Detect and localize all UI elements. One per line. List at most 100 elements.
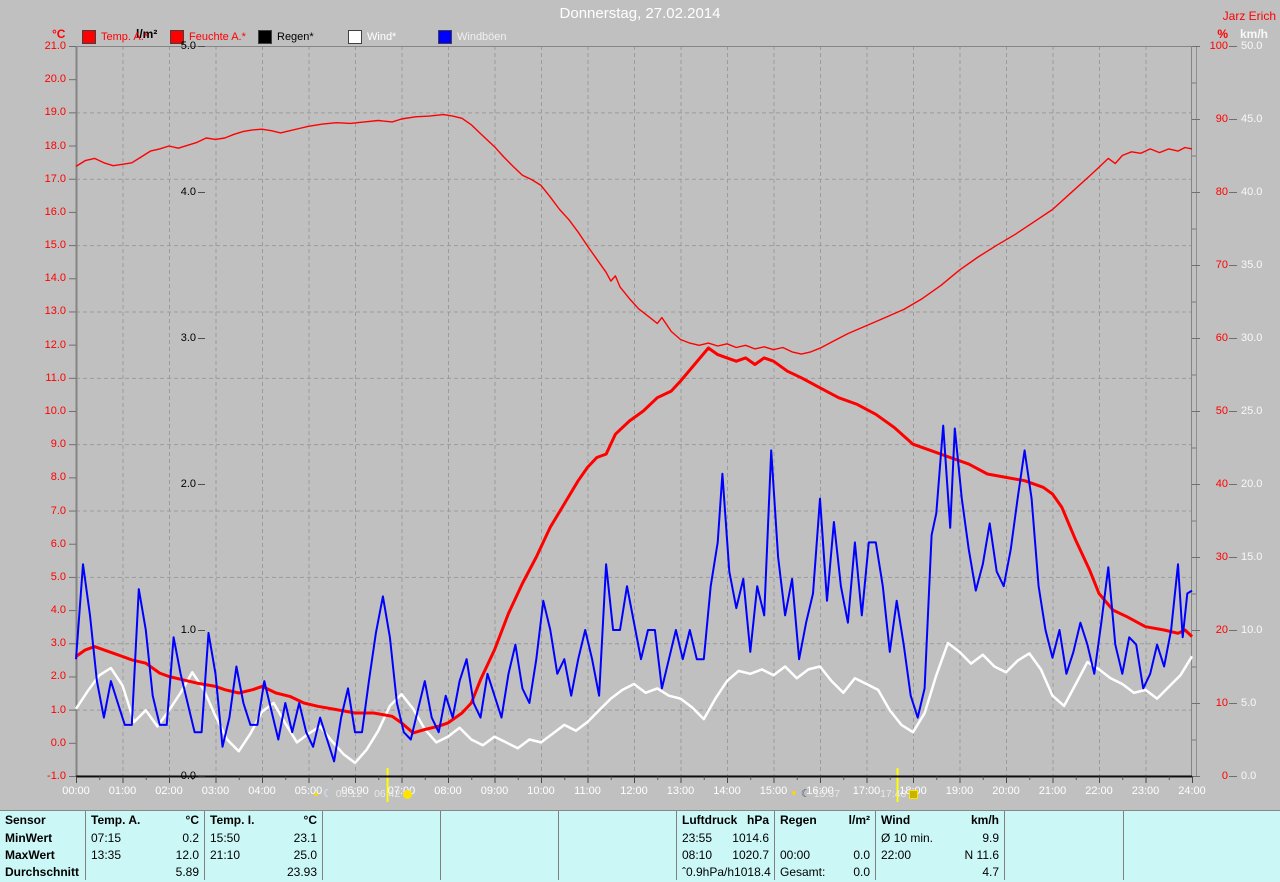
- table-cell: [441, 863, 559, 880]
- legend-item-4: Wind*: [348, 30, 396, 44]
- table-cell-text: Gesamt:: [780, 864, 826, 879]
- table-cell: [1005, 863, 1124, 880]
- table-cell: [1124, 811, 1280, 829]
- page-title: Donnerstag, 27.02.2014: [559, 5, 721, 22]
- table-cell: [775, 829, 876, 846]
- table-cell-value: 25.0: [293, 847, 317, 862]
- series-feuchte-a-: [75, 113, 1193, 355]
- table-cell: Ø 10 min. 9.9: [876, 829, 1005, 846]
- table-cell: [1005, 829, 1124, 846]
- legend-label: Temp. A.*: [101, 31, 149, 43]
- table-cell: [323, 829, 441, 846]
- table-cell-text: Temp. I.: [210, 813, 255, 827]
- table-cell-value: 9.9: [982, 830, 999, 845]
- moonrise-time: 05:12: [335, 788, 363, 800]
- table-cell-value: 4.7: [982, 864, 999, 879]
- table-cell-text: Wind: [881, 813, 911, 827]
- table-cell-value: 1020.7: [732, 847, 769, 862]
- table-cell: [323, 811, 441, 829]
- table-cell: 15:50 23.1: [205, 829, 323, 846]
- table-cell: [559, 829, 677, 846]
- table-cell: 13:35 12.0: [86, 846, 205, 863]
- sensor-summary-table: Sensor MinWert MaxWert Durchschnitt Temp. A.…: [0, 810, 1280, 882]
- legend-item-5: Windböen: [438, 30, 507, 44]
- table-cell: 08:10 1020.7: [677, 846, 775, 863]
- table-row-label: MinWert: [0, 829, 86, 846]
- legend: Temp. A.* Feuchte A.* Regen* Wind* Windböen: [0, 30, 1280, 46]
- table-cell: [1005, 846, 1124, 863]
- table-cell: [441, 811, 559, 829]
- table-cell: [1124, 846, 1280, 863]
- sunset-sun-icon: [909, 789, 919, 799]
- table-cell: Wind km/h: [876, 811, 1005, 829]
- legend-label: Feuchte A.*: [189, 31, 246, 43]
- table-cell: [441, 829, 559, 846]
- table-row-label: Sensor: [0, 811, 86, 829]
- table-cell-value: 0.2: [182, 830, 199, 845]
- table-cell-value: 0.0: [853, 847, 870, 862]
- table-cell: [1124, 829, 1280, 846]
- table-cell-text: MaxWert: [5, 847, 55, 862]
- table-cell-value: hPa: [746, 813, 769, 827]
- table-cell-text: 00:00: [780, 847, 811, 862]
- table-cell-text: MinWert: [5, 830, 53, 845]
- table-cell: [1124, 863, 1280, 880]
- table-cell: ˆ0.9hPa/h 1018.4: [677, 863, 775, 880]
- table-cell-text: Temp. A.: [91, 813, 141, 827]
- moonrise-arrow-icon: ▲: [312, 789, 320, 798]
- table-cell-value: l/m²: [848, 813, 870, 827]
- table-cell: [559, 863, 677, 880]
- table-cell-value: 12.0: [175, 847, 199, 862]
- table-cell-value: 23.93: [286, 864, 317, 879]
- table-row-label: MaxWert: [0, 846, 86, 863]
- table-cell-text: 22:00: [881, 847, 912, 862]
- table-cell-value: 5.89: [175, 864, 199, 879]
- table-cell: [559, 846, 677, 863]
- table-cell-text: Ø 10 min.: [881, 830, 934, 845]
- table-cell-value: 1014.6: [732, 830, 769, 845]
- legend-swatch-icon: [170, 30, 184, 44]
- moonrise-icon: ☾: [322, 788, 333, 800]
- table-cell: Gesamt: 0.0: [775, 863, 876, 880]
- legend-swatch-icon: [438, 30, 452, 44]
- table-cell: 21:10 25.0: [205, 846, 323, 863]
- table-cell-text: 08:10: [682, 847, 713, 862]
- table-cell-value: km/h: [970, 813, 999, 827]
- legend-label: Windböen: [457, 31, 507, 43]
- wind-axis-unit: km/h: [1240, 27, 1269, 41]
- legend-item-2: Feuchte A.*: [170, 30, 246, 44]
- table-cell-value: °C: [185, 813, 199, 827]
- table-cell-text: 23:55: [682, 830, 713, 845]
- table-cell-value: N 11.6: [964, 847, 999, 862]
- table-cell: 00:00 0.0: [775, 846, 876, 863]
- table-cell: 23:55 1014.6: [677, 829, 775, 846]
- table-cell: [441, 846, 559, 863]
- table-cell-text: Regen: [780, 813, 817, 827]
- table-cell: 22:00 N 11.6: [876, 846, 1005, 863]
- table-cell-text: 07:15: [91, 830, 122, 845]
- sunrise-time: 06:42: [374, 788, 401, 800]
- sunset-marker: ▼ ☾ 15:37 17:40: [790, 788, 919, 800]
- table-cell: Temp. A. °C: [86, 811, 205, 829]
- table-cell-text: Durchschnitt: [5, 864, 80, 879]
- table-cell-value: 23.1: [293, 830, 317, 845]
- sunset-time: 17:40: [880, 788, 907, 800]
- table-cell-value: 1018.4: [734, 864, 771, 879]
- legend-item-3: Regen*: [258, 30, 314, 44]
- table-cell-value: 0.0: [853, 864, 870, 879]
- table-cell: [559, 811, 677, 829]
- legend-swatch-icon: [258, 30, 272, 44]
- series-windb-en: [75, 424, 1193, 763]
- sunrise-sun-icon: [403, 789, 413, 799]
- legend-item-1: Temp. A.*: [82, 30, 148, 44]
- table-cell: [1005, 811, 1124, 829]
- table-cell: Luftdruck hPa: [677, 811, 775, 829]
- legend-swatch-icon: [348, 30, 362, 44]
- table-cell: [323, 863, 441, 880]
- table-cell: [323, 846, 441, 863]
- series-temp-a-: [75, 346, 1194, 735]
- station-owner-label: Jarz Erich: [1222, 9, 1276, 23]
- rain-axis-unit: l/m²: [136, 27, 158, 41]
